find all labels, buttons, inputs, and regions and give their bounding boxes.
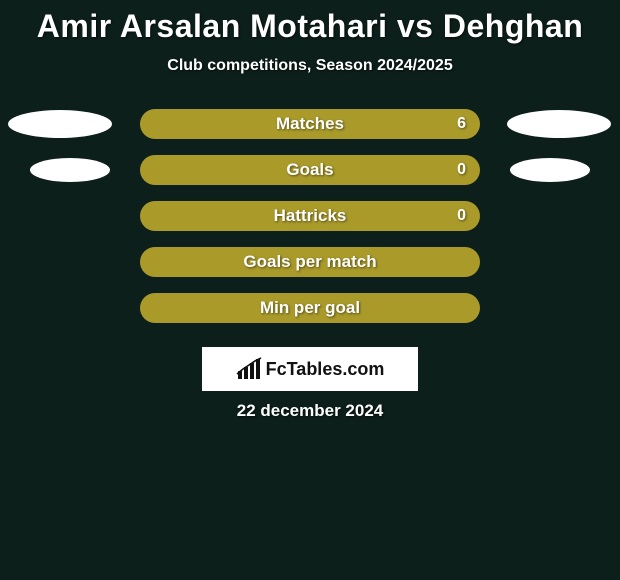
stat-label: Goals per match bbox=[243, 252, 376, 272]
bar-chart-icon bbox=[236, 357, 262, 381]
stat-row: Goals 0 bbox=[0, 147, 620, 193]
stat-bar: Matches 6 bbox=[140, 109, 480, 139]
comparison-widget: Amir Arsalan Motahari vs Dehghan Club co… bbox=[0, 0, 620, 421]
stat-bar: Hattricks 0 bbox=[140, 201, 480, 231]
stat-row: Min per goal bbox=[0, 285, 620, 331]
stat-row: Hattricks 0 bbox=[0, 193, 620, 239]
date-label: 22 december 2024 bbox=[0, 401, 620, 421]
stat-rows: Matches 6 Goals 0 Hattricks 0 Goals per … bbox=[0, 101, 620, 331]
stat-label: Min per goal bbox=[260, 298, 360, 318]
stat-label: Goals bbox=[286, 160, 333, 180]
stat-bar: Goals 0 bbox=[140, 155, 480, 185]
site-logo[interactable]: FcTables.com bbox=[202, 347, 418, 391]
stat-row: Matches 6 bbox=[0, 101, 620, 147]
stat-bar: Goals per match bbox=[140, 247, 480, 277]
stat-value: 0 bbox=[457, 161, 466, 179]
stat-label: Hattricks bbox=[274, 206, 347, 226]
subtitle: Club competitions, Season 2024/2025 bbox=[0, 57, 620, 75]
stat-value: 0 bbox=[457, 207, 466, 225]
player-right-marker bbox=[510, 158, 590, 182]
player-left-marker bbox=[30, 158, 110, 182]
stat-value: 6 bbox=[457, 115, 466, 133]
logo-text: FcTables.com bbox=[266, 359, 385, 380]
page-title: Amir Arsalan Motahari vs Dehghan bbox=[0, 8, 620, 45]
stat-label: Matches bbox=[276, 114, 344, 134]
player-left-marker bbox=[8, 110, 112, 138]
player-right-marker bbox=[507, 110, 611, 138]
stat-bar: Min per goal bbox=[140, 293, 480, 323]
stat-row: Goals per match bbox=[0, 239, 620, 285]
